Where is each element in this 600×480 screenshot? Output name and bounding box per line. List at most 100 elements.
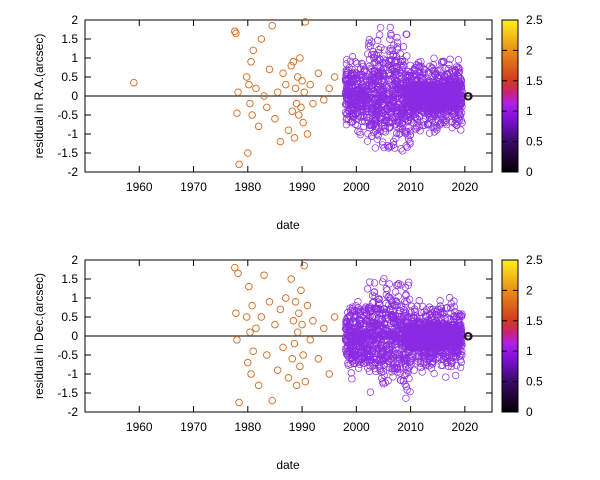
data-point [366,304,375,313]
data-point [378,315,387,324]
data-point [376,55,384,64]
x-tick-label: 2020 [452,180,479,194]
data-point [252,324,260,333]
data-point [427,364,436,372]
data-point [350,311,358,319]
data-point [430,111,438,119]
data-point [393,43,402,51]
data-point [435,86,443,94]
data-point [439,312,447,320]
data-point [298,320,306,329]
data-point [439,330,447,338]
data-point [393,45,402,53]
data-point [464,92,473,101]
data-point [422,331,430,339]
data-point [368,121,376,130]
y-tick-label: 0.5 [61,310,78,324]
data-point [457,327,465,335]
data-point [405,116,413,124]
data-point [249,46,257,55]
data-point [402,369,410,378]
data-point [413,353,421,361]
y-axis-ticks: -2 -1.5 -1 -0.5 0 0.5 1 1.5 2 [57,13,492,179]
data-point [454,337,462,345]
data-point [360,342,368,350]
data-point [394,281,402,289]
x-tick-label: 1980 [234,420,261,434]
data-point [403,127,411,136]
data-point [297,103,305,112]
data-point [446,102,455,110]
data-point [386,123,394,131]
x-axis-label: date [276,218,300,232]
data-point [370,332,379,340]
data-point [370,54,378,62]
y-tick-label: -0.5 [57,348,78,362]
data-point [424,109,433,117]
data-point [352,328,360,336]
data-point [362,107,370,115]
points-layer [85,261,492,407]
data-point [374,57,382,65]
data-point [373,135,381,143]
data-point [428,310,436,318]
data-point [369,313,377,321]
data-point [354,297,362,306]
y-tick-label: 1.5 [61,272,78,286]
x-axis-label: date [276,458,300,472]
data-point [444,351,452,359]
data-point [420,360,428,368]
data-point [385,76,393,85]
data-point [410,305,419,313]
data-point [354,339,363,348]
data-point [416,68,424,76]
data-point [287,275,295,283]
data-point [291,298,300,306]
data-point [355,364,363,372]
data-point [348,375,356,383]
data-point [355,310,364,318]
y-axis-label: residual in Dec.(arcsec) [32,273,46,399]
data-point [232,309,240,317]
data-point [383,142,392,150]
data-point [443,358,452,367]
data-point [380,319,388,328]
x-tick-label: 1970 [180,420,207,434]
data-point [348,328,357,336]
data-point [394,118,403,126]
data-point [439,310,447,318]
data-point [378,278,387,286]
data-point [411,338,419,346]
data-point [376,364,384,373]
data-point [403,52,411,60]
data-point [408,302,416,310]
data-point [296,54,304,62]
data-point [407,329,416,338]
data-point [362,101,370,110]
data-point [389,64,397,73]
data-point [456,326,465,334]
data-point [366,278,374,286]
data-point [406,81,414,90]
data-point [404,71,412,79]
data-point [390,357,398,365]
data-point [458,119,466,127]
data-point [456,356,465,364]
data-point [436,72,444,80]
data-point [393,365,402,373]
data-point [401,283,409,291]
data-point [443,82,451,90]
colorbar [501,19,519,173]
data-point [412,125,420,133]
data-point [405,323,413,331]
data-point [415,85,424,93]
data-point [383,337,392,345]
data-point [387,351,395,359]
data-point [411,341,419,349]
data-point [289,58,298,66]
data-point [271,320,279,329]
data-point [370,279,379,287]
data-point [130,78,138,87]
data-point [434,311,442,319]
data-point [416,359,425,367]
